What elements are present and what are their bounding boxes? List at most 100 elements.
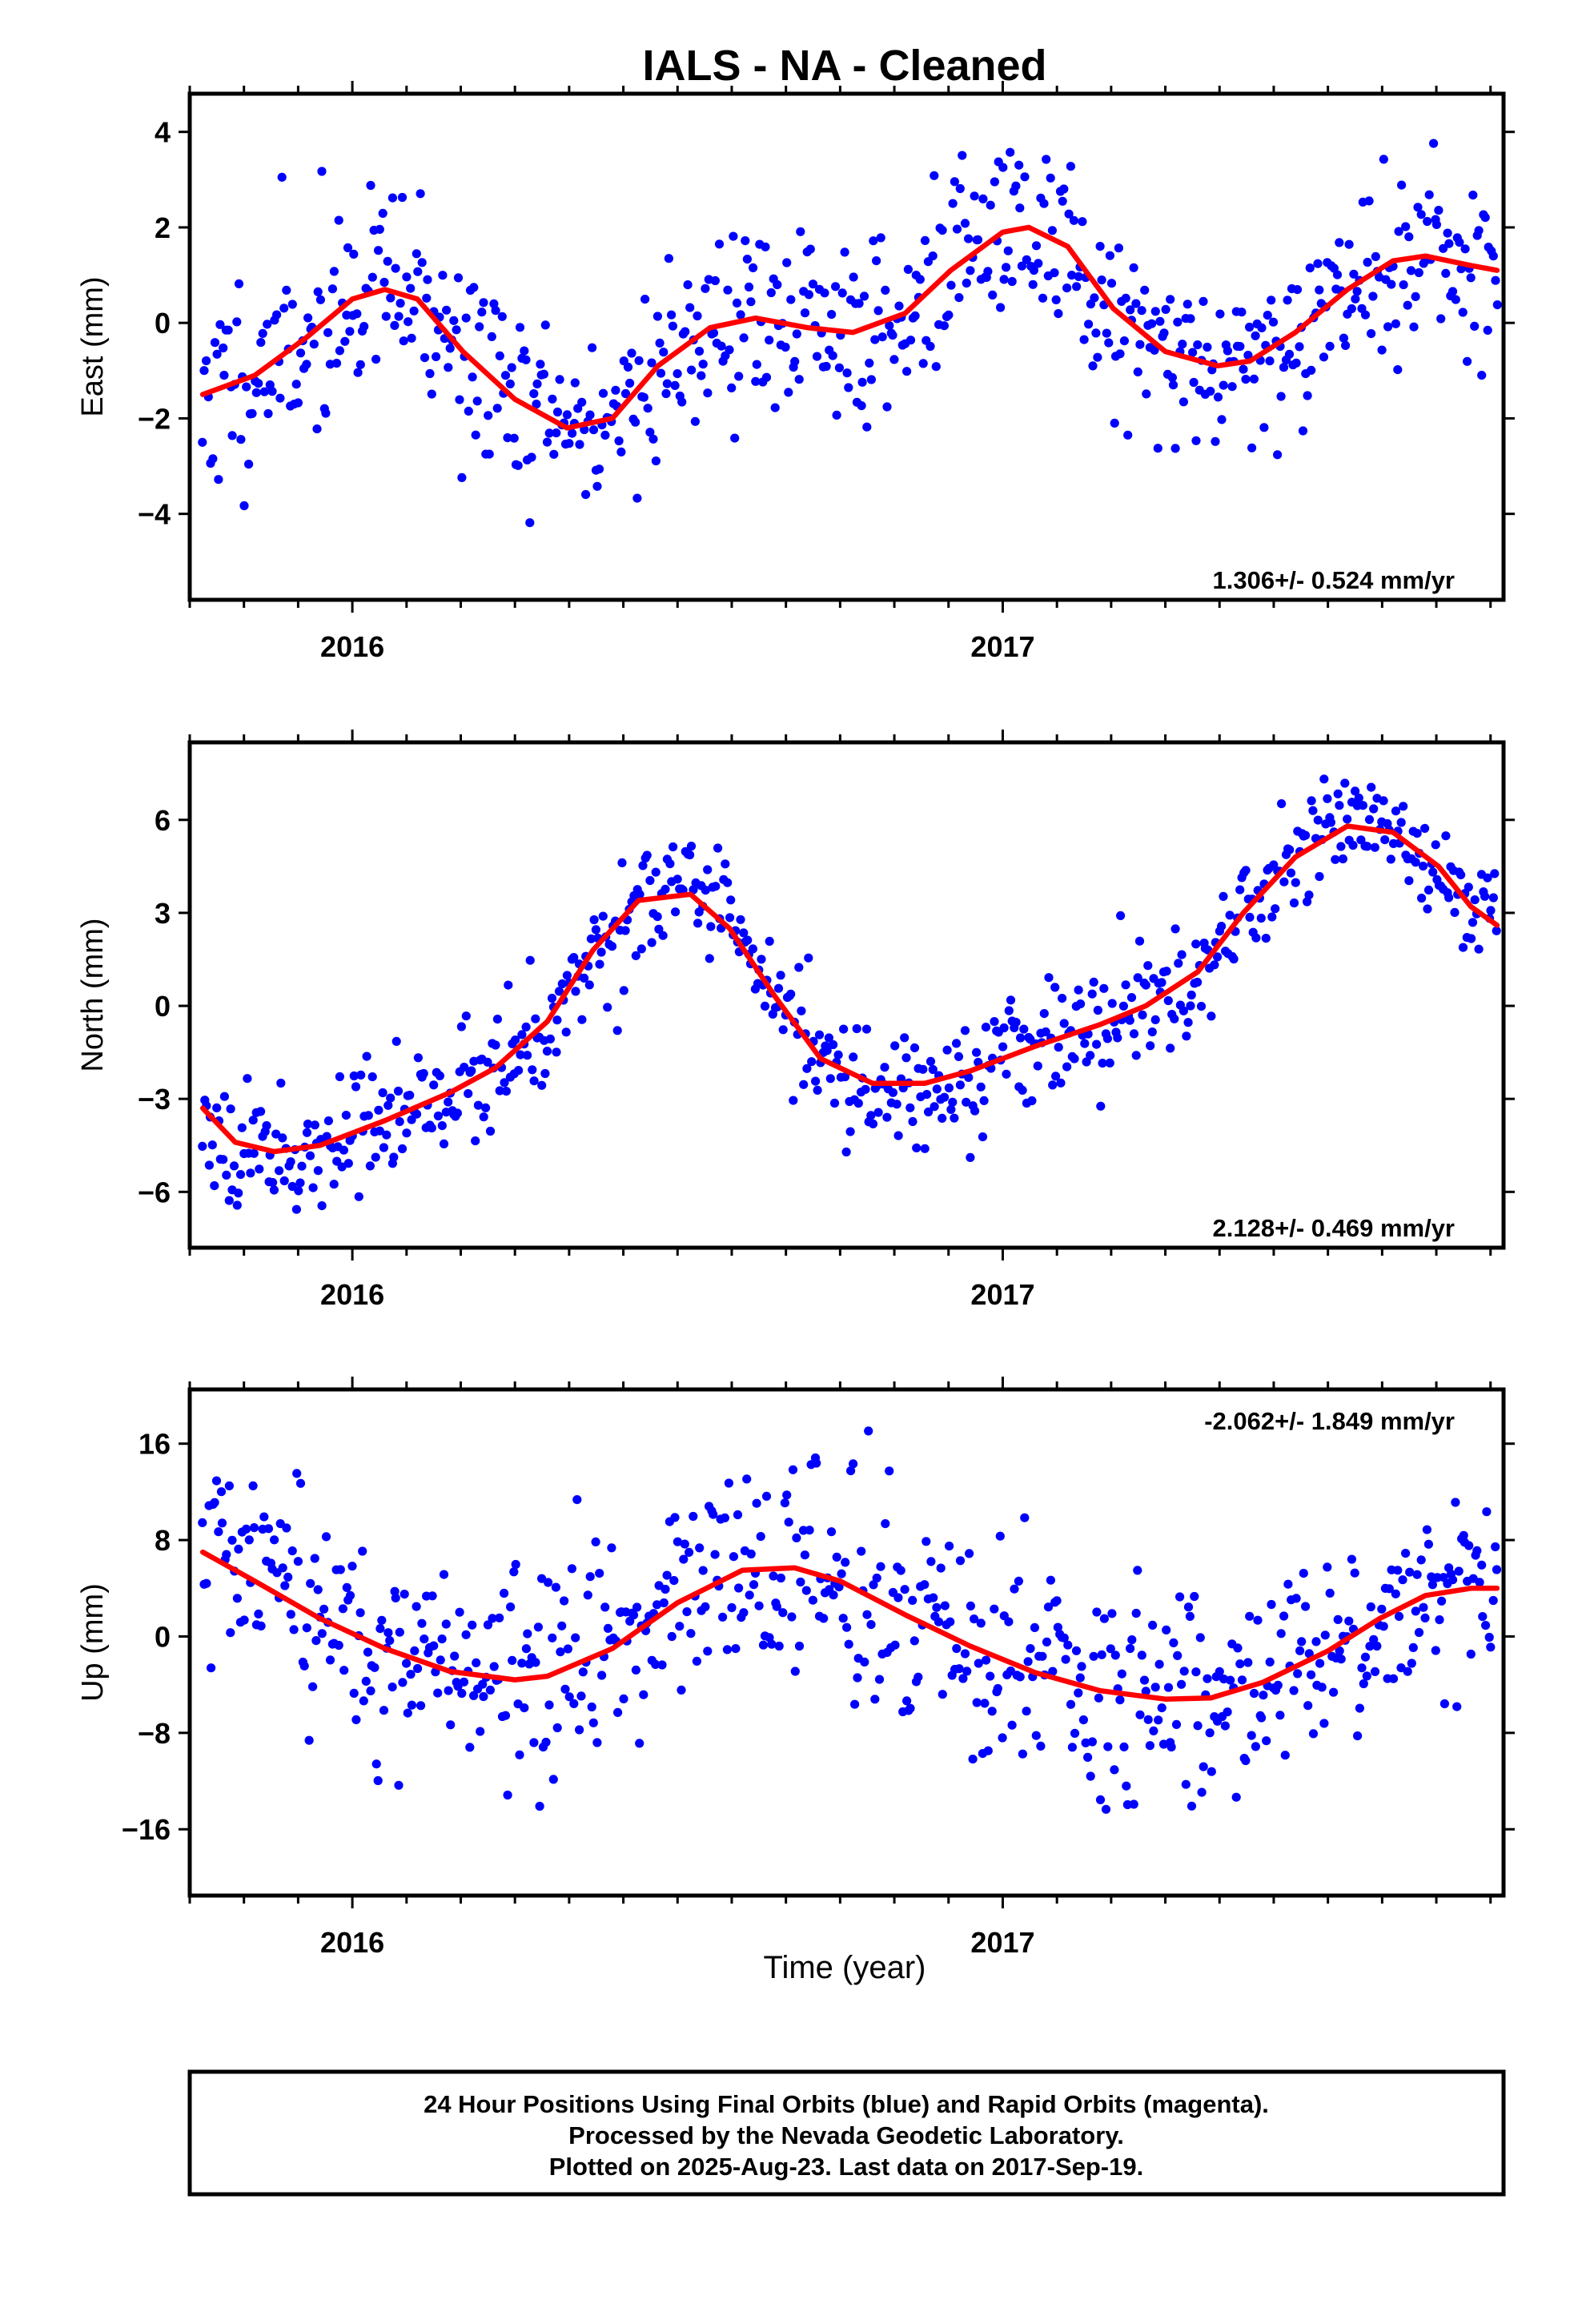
data-point <box>1441 268 1451 278</box>
data-point <box>1046 1575 1055 1585</box>
data-point <box>1093 1005 1102 1015</box>
data-point <box>1058 196 1067 206</box>
data-point <box>790 356 800 366</box>
data-point <box>1114 243 1123 253</box>
data-point <box>1143 1715 1153 1724</box>
data-point <box>319 1604 329 1614</box>
data-point <box>539 369 549 379</box>
data-point <box>278 1563 287 1573</box>
data-point <box>1193 977 1203 987</box>
data-point <box>1428 867 1438 877</box>
data-point <box>506 1602 516 1612</box>
data-point <box>1451 295 1460 304</box>
x-axis: 2016 2017 <box>188 730 1492 1311</box>
data-point <box>1364 196 1374 206</box>
data-point <box>531 1014 540 1023</box>
data-point <box>1179 1667 1189 1676</box>
data-point <box>729 231 738 241</box>
data-point <box>948 1097 958 1107</box>
data-point <box>946 1104 956 1114</box>
data-point <box>1182 1031 1191 1041</box>
data-point <box>1404 232 1414 242</box>
data-point <box>833 1050 843 1059</box>
data-point <box>1456 870 1466 879</box>
data-point <box>1369 804 1379 814</box>
data-point <box>1259 423 1269 432</box>
data-point <box>1101 1804 1111 1814</box>
data-point <box>827 310 837 320</box>
data-point <box>1078 1715 1088 1725</box>
data-point <box>1386 854 1395 864</box>
data-point <box>752 360 761 369</box>
data-point <box>1147 1027 1157 1037</box>
data-point <box>1191 1667 1201 1677</box>
y-axis-label: East (mm) <box>76 276 110 416</box>
data-point <box>680 1539 689 1549</box>
data-point <box>900 1585 909 1594</box>
data-point <box>210 1181 219 1191</box>
data-point <box>1237 308 1247 317</box>
data-point <box>1003 246 1013 255</box>
data-point <box>840 247 849 257</box>
data-point <box>918 1064 928 1074</box>
data-point <box>1183 1018 1193 1027</box>
data-point <box>1121 980 1130 990</box>
rate-annotation: 1.306+/- 0.524 mm/yr <box>1213 566 1455 594</box>
data-point <box>876 1562 885 1571</box>
data-point <box>468 372 477 382</box>
data-point <box>297 1161 307 1171</box>
data-point <box>920 1144 930 1153</box>
data-point <box>270 1535 279 1545</box>
data-point <box>1146 1041 1155 1051</box>
data-point <box>1303 391 1312 400</box>
data-point <box>711 882 721 891</box>
data-point <box>1359 1679 1368 1689</box>
data-point <box>1379 1622 1388 1631</box>
data-point <box>1119 1742 1129 1751</box>
data-point <box>1472 1546 1482 1555</box>
data-point <box>990 1017 999 1027</box>
data-point <box>1002 263 1011 272</box>
data-point <box>437 1121 447 1131</box>
data-point <box>1484 1632 1494 1642</box>
data-point <box>398 1678 408 1687</box>
data-point <box>857 377 867 387</box>
data-point <box>317 1201 327 1211</box>
data-point <box>473 1100 484 1110</box>
data-point <box>981 1023 991 1032</box>
data-point <box>808 1595 818 1605</box>
data-point <box>982 1655 991 1665</box>
data-point <box>787 1612 797 1622</box>
data-point <box>1235 885 1245 895</box>
data-point <box>1423 904 1432 914</box>
data-point <box>406 1670 416 1679</box>
footer-line-1: 24 Hour Positions Using Final Orbits (bl… <box>424 2090 1269 2118</box>
data-point <box>849 1052 858 1062</box>
data-point <box>1186 314 1195 324</box>
data-point <box>1007 276 1017 287</box>
data-point <box>222 1550 231 1559</box>
data-point <box>1480 891 1490 901</box>
data-point <box>973 235 983 244</box>
data-point <box>723 878 733 887</box>
data-point <box>955 1080 965 1090</box>
data-point <box>417 1618 427 1628</box>
data-point <box>804 290 814 300</box>
footer-box: 24 Hour Positions Using Final Orbits (bl… <box>187 2069 1506 2197</box>
data-point <box>1360 310 1371 320</box>
data-point <box>544 428 554 438</box>
y-tick-label: 6 <box>155 804 171 837</box>
data-point <box>998 163 1008 172</box>
data-point <box>893 1593 903 1602</box>
data-point <box>1107 999 1117 1008</box>
data-point <box>1444 893 1454 903</box>
data-point <box>407 1700 416 1710</box>
data-point <box>808 279 818 289</box>
data-point <box>757 955 766 964</box>
data-point <box>1338 854 1347 864</box>
data-point <box>874 1675 885 1684</box>
data-point <box>1170 444 1180 453</box>
data-point <box>568 428 577 438</box>
data-point <box>938 1113 947 1123</box>
data-point <box>820 288 829 298</box>
